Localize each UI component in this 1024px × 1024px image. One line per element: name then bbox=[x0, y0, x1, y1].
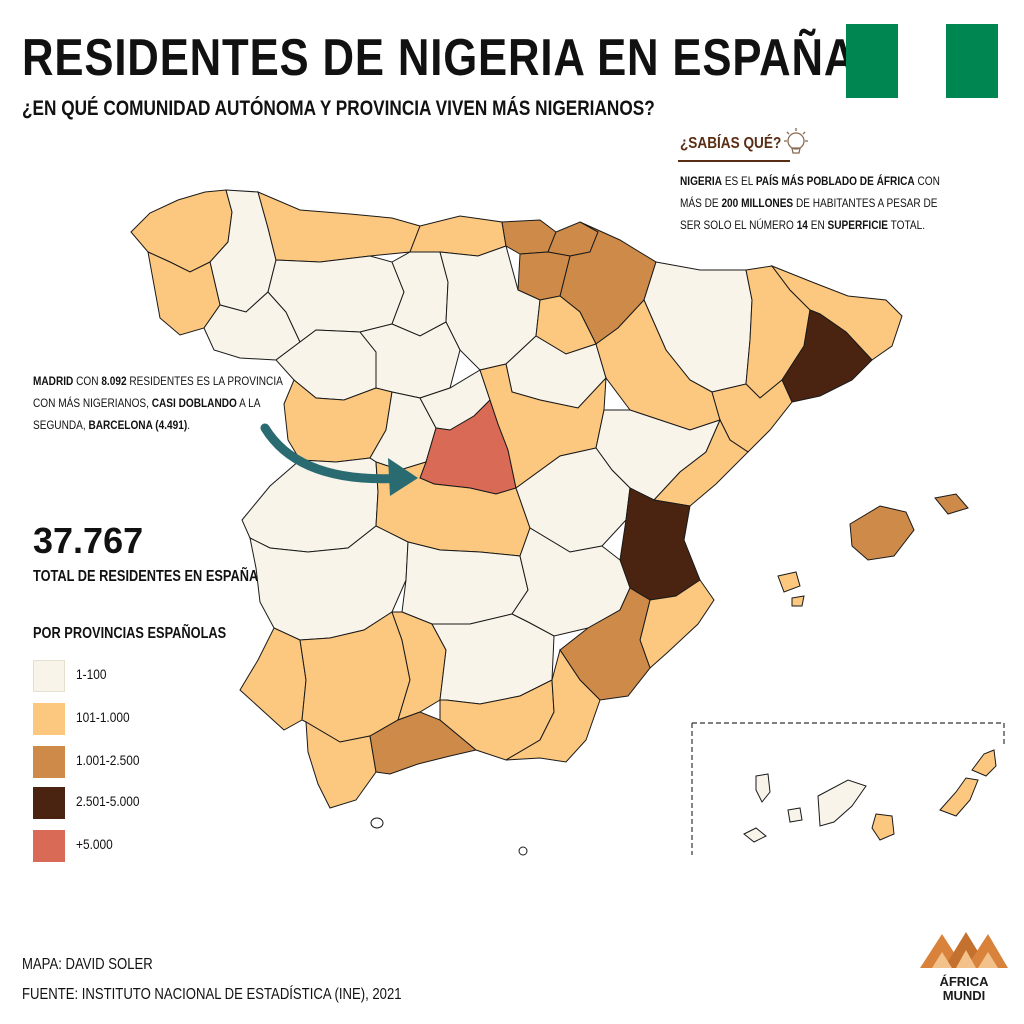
madrid-annotation: MADRID CON 8.092 RESIDENTES ES LA PROVIN… bbox=[33, 370, 285, 436]
did-you-know-title: ¿SABÍAS QUÉ? bbox=[680, 135, 782, 152]
province-el-hierro: El Hierro bbox=[743, 827, 767, 843]
body-text: ES EL bbox=[722, 174, 756, 188]
emphasis-text: 200 MILLONES bbox=[721, 196, 794, 210]
provinces-layer: A CoruñaLugoAsturiasCantabriaBizkaiaGipu… bbox=[130, 189, 997, 843]
flag-left-stripe bbox=[846, 24, 898, 98]
province-girona: Girona bbox=[770, 264, 903, 361]
province-la-palma: La Palma bbox=[755, 773, 771, 803]
total-residents-label: TOTAL DE RESIDENTES EN ESPAÑA bbox=[33, 568, 259, 585]
madrid-pointer-arrow bbox=[260, 423, 410, 484]
total-residents-value: 37.767 bbox=[33, 520, 144, 561]
province-huelva: Huelva bbox=[239, 627, 307, 731]
body-text: RESIDENTES ES LA PROVINCIA CON MÁS NIGER… bbox=[33, 374, 283, 410]
legend-label: 1.001-2.500 bbox=[76, 752, 140, 768]
body-text: CON MÁS DE bbox=[680, 174, 940, 210]
legend-label: 1-100 bbox=[76, 666, 107, 682]
province-lanzarote: Lanzarote bbox=[971, 749, 997, 777]
emphasis-text: NIGERIA bbox=[680, 174, 723, 188]
legend-label: +5.000 bbox=[76, 836, 113, 852]
emphasis-text: BARCELONA (4.491) bbox=[88, 418, 188, 432]
body-text: TOTAL. bbox=[888, 218, 925, 232]
province-la-gomera: La Gomera bbox=[787, 807, 803, 823]
source-credit: FUENTE: INSTITUTO NACIONAL DE ESTADÍSTIC… bbox=[22, 986, 402, 1003]
canary-inset-border bbox=[691, 722, 1005, 855]
body-text: . bbox=[187, 418, 191, 432]
province-ibiza: Ibiza bbox=[777, 571, 801, 593]
body-text: DE HABITANTES A PESAR DE SER SOLO EL NÚM… bbox=[680, 196, 938, 232]
province-mallorca: Mallorca bbox=[849, 505, 915, 561]
legend-title: POR PROVINCIAS ESPAÑOLAS bbox=[33, 625, 227, 642]
madrid-pointer-arrowhead bbox=[388, 458, 418, 496]
province-barcelona: Barcelona bbox=[781, 309, 873, 403]
mountains-logo-icon bbox=[920, 932, 1008, 968]
legend-swatch bbox=[33, 830, 65, 862]
province-cáceres: Cáceres bbox=[241, 457, 379, 553]
province-fuerteventura: Fuerteventura bbox=[939, 777, 979, 817]
emphasis-text: PAÍS MÁS POBLADO DE ÁFRICA bbox=[755, 174, 915, 188]
brand-name-line2: MUNDI bbox=[942, 988, 986, 1003]
flag-right-stripe bbox=[946, 24, 998, 98]
body-text: CON bbox=[73, 374, 102, 388]
legend-swatch bbox=[33, 703, 65, 735]
emphasis-text: 8.092 bbox=[101, 374, 127, 388]
emphasis-text: MADRID bbox=[33, 374, 74, 388]
ceuta bbox=[370, 817, 384, 829]
province-málaga: Málaga bbox=[369, 711, 478, 775]
body-text: A LA SEGUNDA, bbox=[33, 396, 260, 432]
legend-label: 2.501-5.000 bbox=[76, 793, 140, 809]
brand-name-line1: ÁFRICA bbox=[939, 974, 989, 989]
legend-label: 101-1.000 bbox=[76, 709, 130, 725]
province-asturias: Asturias bbox=[257, 191, 421, 263]
province-bizkaia: Bizkaia bbox=[501, 219, 557, 255]
emphasis-text: SUPERFICIE bbox=[827, 218, 889, 232]
page-subtitle: ¿EN QUÉ COMUNIDAD AUTÓNOMA Y PROVINCIA V… bbox=[22, 97, 655, 120]
province-formentera: Formentera bbox=[791, 595, 805, 607]
province-gran-canaria: Gran Canaria bbox=[871, 813, 895, 841]
province-córdoba: Córdoba bbox=[391, 611, 447, 721]
emphasis-text: CASI DOBLANDO bbox=[151, 396, 237, 410]
legend-swatch bbox=[33, 787, 65, 819]
did-you-know-underline bbox=[678, 160, 790, 162]
body-text: EN bbox=[807, 218, 828, 232]
map-credit: MAPA: DAVID SOLER bbox=[22, 956, 153, 973]
did-you-know-text: NIGERIA ES EL PAÍS MÁS POBLADO DE ÁFRICA… bbox=[680, 170, 957, 236]
province-cádiz: Cádiz bbox=[305, 721, 377, 809]
legend-swatch bbox=[33, 660, 65, 692]
province-cantabria: Cantabria bbox=[409, 215, 507, 257]
province-almería: Almería bbox=[505, 648, 601, 763]
emphasis-text: 14 bbox=[796, 218, 808, 232]
page-title: RESIDENTES DE NIGERIA EN ESPAÑA bbox=[22, 29, 857, 87]
lightbulb-icon bbox=[784, 128, 808, 154]
legend-swatch bbox=[33, 746, 65, 778]
africa-mundi-logo: ÁFRICA MUNDI bbox=[918, 928, 1010, 1003]
province-tarragona: Tarragona bbox=[711, 379, 793, 453]
melilla bbox=[518, 846, 528, 856]
province-tenerife: Tenerife bbox=[817, 779, 867, 827]
province-menorca: Menorca bbox=[934, 493, 969, 515]
